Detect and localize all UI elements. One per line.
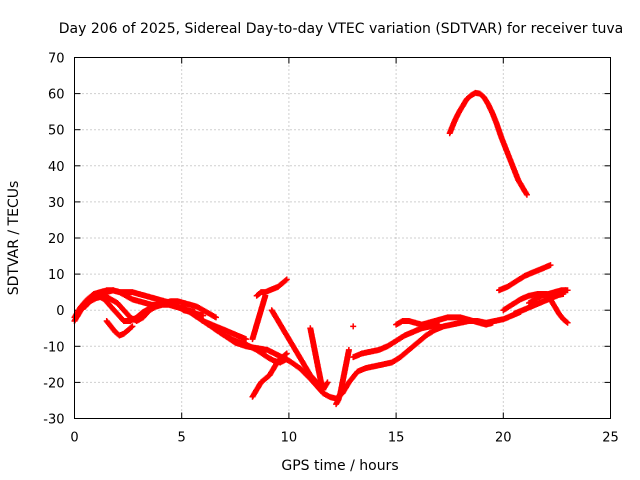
- x-tick-label: 10: [281, 431, 298, 446]
- x-tick-label: 20: [495, 431, 512, 446]
- y-tick-label: 70: [48, 52, 65, 67]
- data-point-markers: [249, 350, 290, 400]
- series-arc-19: [446, 89, 530, 198]
- x-axis-label: GPS time / hours: [281, 458, 398, 474]
- y-tick-label: 40: [48, 160, 65, 175]
- series-arc-24: [526, 287, 571, 306]
- data-point-markers: [268, 307, 327, 393]
- y-tick-label: 60: [48, 88, 65, 103]
- series-arc-5: [103, 318, 136, 339]
- y-tick-label: -30: [43, 413, 64, 428]
- y-tick-label: -10: [43, 340, 64, 355]
- data-point-markers: [333, 346, 352, 408]
- x-tick-label: 0: [70, 431, 78, 446]
- data-point-markers: [253, 276, 290, 299]
- series-arc-8: [200, 318, 249, 343]
- y-tick-label: 30: [48, 196, 65, 211]
- x-tick-label: 25: [602, 431, 619, 446]
- series-arc-17: [393, 314, 496, 328]
- data-point-markers: [526, 287, 571, 306]
- data-point-markers: [103, 318, 136, 339]
- gridlines: [74, 57, 611, 419]
- series-arc-10: [249, 292, 269, 343]
- y-tick-label: 20: [48, 232, 65, 247]
- x-tick-label: 5: [178, 431, 186, 446]
- data-point-markers: [393, 314, 496, 328]
- data-point-markers: [82, 292, 153, 324]
- data-point-markers: [350, 323, 357, 330]
- y-axis-label: SDTVAR / TECUs: [6, 181, 22, 296]
- series-arc-9: [249, 350, 290, 400]
- y-axis: -30 -20 -10 0 10 20 30 40 50 60 70: [43, 52, 611, 428]
- series-arc-20: [496, 262, 554, 294]
- series-arc-12: [268, 307, 327, 393]
- x-axis: 0 5 10 15 20 25: [70, 57, 619, 446]
- series-arc-11: [253, 276, 290, 299]
- y-tick-label: 10: [48, 268, 65, 283]
- data-point-markers: [249, 292, 269, 343]
- series-arc-13: [307, 325, 331, 393]
- chart-title: Day 206 of 2025, Sidereal Day-to-day VTE…: [59, 21, 623, 37]
- y-tick-label: -20: [43, 376, 64, 391]
- data-point-markers: [307, 325, 331, 393]
- data-point-markers: [200, 318, 249, 343]
- plot-area: [71, 89, 571, 408]
- series-arc-16: [350, 321, 442, 361]
- data-point-markers: [446, 89, 530, 198]
- series-arc-18: [350, 323, 357, 330]
- x-tick-label: 15: [388, 431, 405, 446]
- y-tick-label: 50: [48, 124, 65, 139]
- series-arc-4: [82, 292, 153, 324]
- series-arc-14: [333, 346, 352, 408]
- y-tick-label: 0: [56, 304, 64, 319]
- data-point-markers: [496, 262, 554, 294]
- data-point-markers: [350, 321, 442, 361]
- plot-frame: [74, 57, 611, 419]
